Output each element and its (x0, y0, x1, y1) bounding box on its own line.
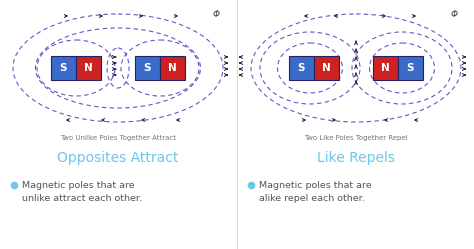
Text: alike repel each other.: alike repel each other. (259, 193, 365, 202)
Text: S: S (144, 63, 151, 73)
Bar (373, 56, 398, 80)
Text: N: N (84, 63, 93, 73)
Text: Two Unlike Poles Together Attract: Two Unlike Poles Together Attract (60, 135, 176, 141)
Text: S: S (298, 63, 305, 73)
Text: Magnetic poles that are: Magnetic poles that are (22, 181, 135, 189)
Text: Magnetic poles that are: Magnetic poles that are (259, 181, 372, 189)
Text: Φ: Φ (212, 9, 219, 18)
Bar (51, 56, 76, 80)
Bar (289, 56, 314, 80)
Text: Opposites Attract: Opposites Attract (57, 151, 179, 165)
Bar (76, 56, 101, 80)
Bar (160, 56, 185, 80)
Text: Two Like Poles Together Repel: Two Like Poles Together Repel (304, 135, 408, 141)
Bar (398, 56, 423, 80)
Bar (314, 56, 339, 80)
Text: N: N (168, 63, 177, 73)
Text: S: S (60, 63, 67, 73)
Text: unlike attract each other.: unlike attract each other. (22, 193, 142, 202)
Text: Like Repels: Like Repels (317, 151, 395, 165)
Text: N: N (381, 63, 390, 73)
Text: S: S (407, 63, 414, 73)
Bar (135, 56, 160, 80)
Text: N: N (322, 63, 331, 73)
Text: Φ: Φ (450, 9, 457, 18)
